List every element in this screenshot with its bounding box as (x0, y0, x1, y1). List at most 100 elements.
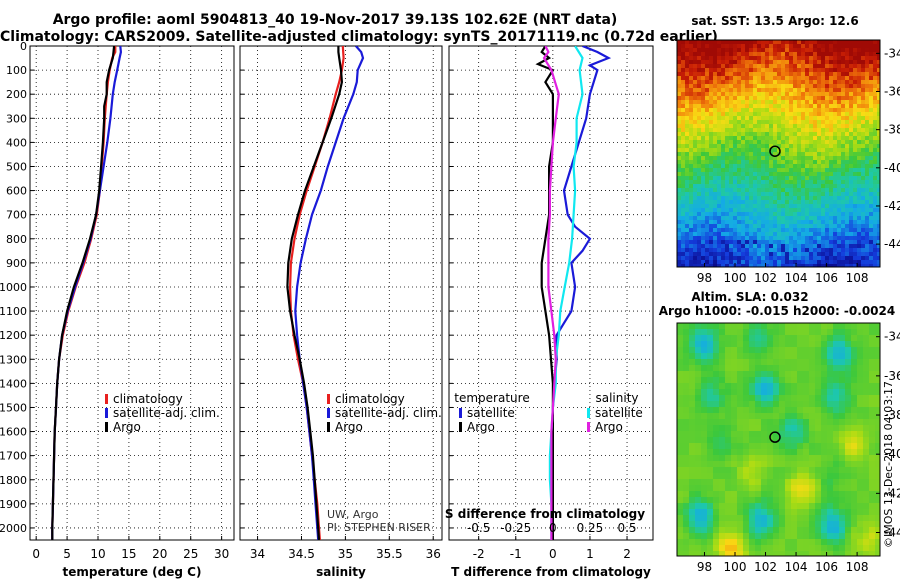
map-cell (793, 128, 798, 133)
map-cell (677, 224, 682, 229)
y-tick-label: 1800 (0, 474, 27, 487)
map-cell (849, 192, 854, 197)
map-cell (833, 383, 840, 390)
map-cell (757, 164, 762, 169)
map-cell (737, 212, 742, 217)
map-cell (833, 329, 840, 336)
map-cell (833, 52, 838, 57)
map-cell (757, 68, 762, 73)
map-cell (797, 176, 802, 181)
map-cell (767, 491, 774, 498)
map-cell (809, 443, 816, 450)
map-cell (857, 224, 862, 229)
map-cell (875, 473, 880, 480)
map-cell (785, 184, 790, 189)
map-cell (755, 377, 762, 384)
map-cell (827, 509, 834, 516)
map-cell (757, 100, 762, 105)
series-line-s-satellite (548, 46, 584, 540)
map-cell (779, 443, 786, 450)
map-cell (757, 180, 762, 185)
map-cell (817, 252, 822, 257)
map-cell (733, 232, 738, 237)
map-cell (741, 140, 746, 145)
map-cell (769, 100, 774, 105)
map-cell (721, 264, 726, 267)
map-cell (817, 156, 822, 161)
map-cell (833, 252, 838, 257)
map-cell (773, 208, 778, 213)
x-tick-label: 30 (214, 547, 229, 561)
map-cell (713, 92, 718, 97)
map-cell (773, 395, 780, 402)
map-cell (861, 60, 866, 65)
map-cell (741, 160, 746, 165)
map-cell (837, 248, 842, 253)
map-cell (695, 491, 702, 498)
map-cell (761, 252, 766, 257)
map-cell (845, 413, 852, 420)
map-cell (869, 180, 874, 185)
map-cell (745, 92, 750, 97)
map-cell (677, 68, 682, 73)
map-cell (805, 76, 810, 81)
map-cell (681, 84, 686, 89)
map-cell (833, 88, 838, 93)
map-cell (793, 236, 798, 241)
map-cell (877, 264, 880, 267)
map-cell (761, 140, 766, 145)
map-cell (785, 60, 790, 65)
map-cell (857, 425, 864, 432)
map-cell (825, 56, 830, 61)
map-cell (873, 144, 878, 149)
map-cell (681, 220, 686, 225)
map-cell (865, 160, 870, 165)
map-cell (713, 260, 718, 265)
map-cell (845, 196, 850, 201)
map-cell (781, 208, 786, 213)
map-cell (785, 365, 792, 372)
map-cell (797, 377, 804, 384)
map-cell (829, 140, 834, 145)
map-cell (791, 509, 798, 516)
map-cell (825, 164, 830, 169)
map-cell (829, 240, 834, 245)
map-cell (697, 80, 702, 85)
map-cell (685, 244, 690, 249)
map-cell (769, 64, 774, 69)
map-cell (865, 232, 870, 237)
map-cell (841, 152, 846, 157)
map-cell (749, 156, 754, 161)
map-cell (773, 437, 780, 444)
map-cell (741, 252, 746, 257)
map-cell (845, 192, 850, 197)
map-cell (789, 48, 794, 53)
map-cell (869, 144, 874, 149)
map-cell (749, 144, 754, 149)
map-cell (697, 44, 702, 49)
map-cell (821, 212, 826, 217)
map-cell (731, 515, 738, 522)
map-cell (861, 68, 866, 73)
map-cell (761, 56, 766, 61)
map-cell (851, 353, 858, 360)
map-cell (839, 467, 846, 474)
map-cell (677, 228, 682, 233)
map-cell (719, 467, 726, 474)
map-cell (753, 128, 758, 133)
map-cell (869, 407, 876, 414)
map-cell (765, 84, 770, 89)
map-cell (793, 200, 798, 205)
map-cell (857, 551, 864, 556)
map-cell (749, 100, 754, 105)
map-cell (861, 144, 866, 149)
map-cell (761, 112, 766, 117)
map-cell (713, 84, 718, 89)
map-cell (827, 485, 834, 492)
map-cell (721, 68, 726, 73)
map-cell (821, 461, 828, 468)
map-cell (745, 164, 750, 169)
map-cell (705, 104, 710, 109)
map-cell (697, 216, 702, 221)
map-cell (865, 40, 870, 45)
